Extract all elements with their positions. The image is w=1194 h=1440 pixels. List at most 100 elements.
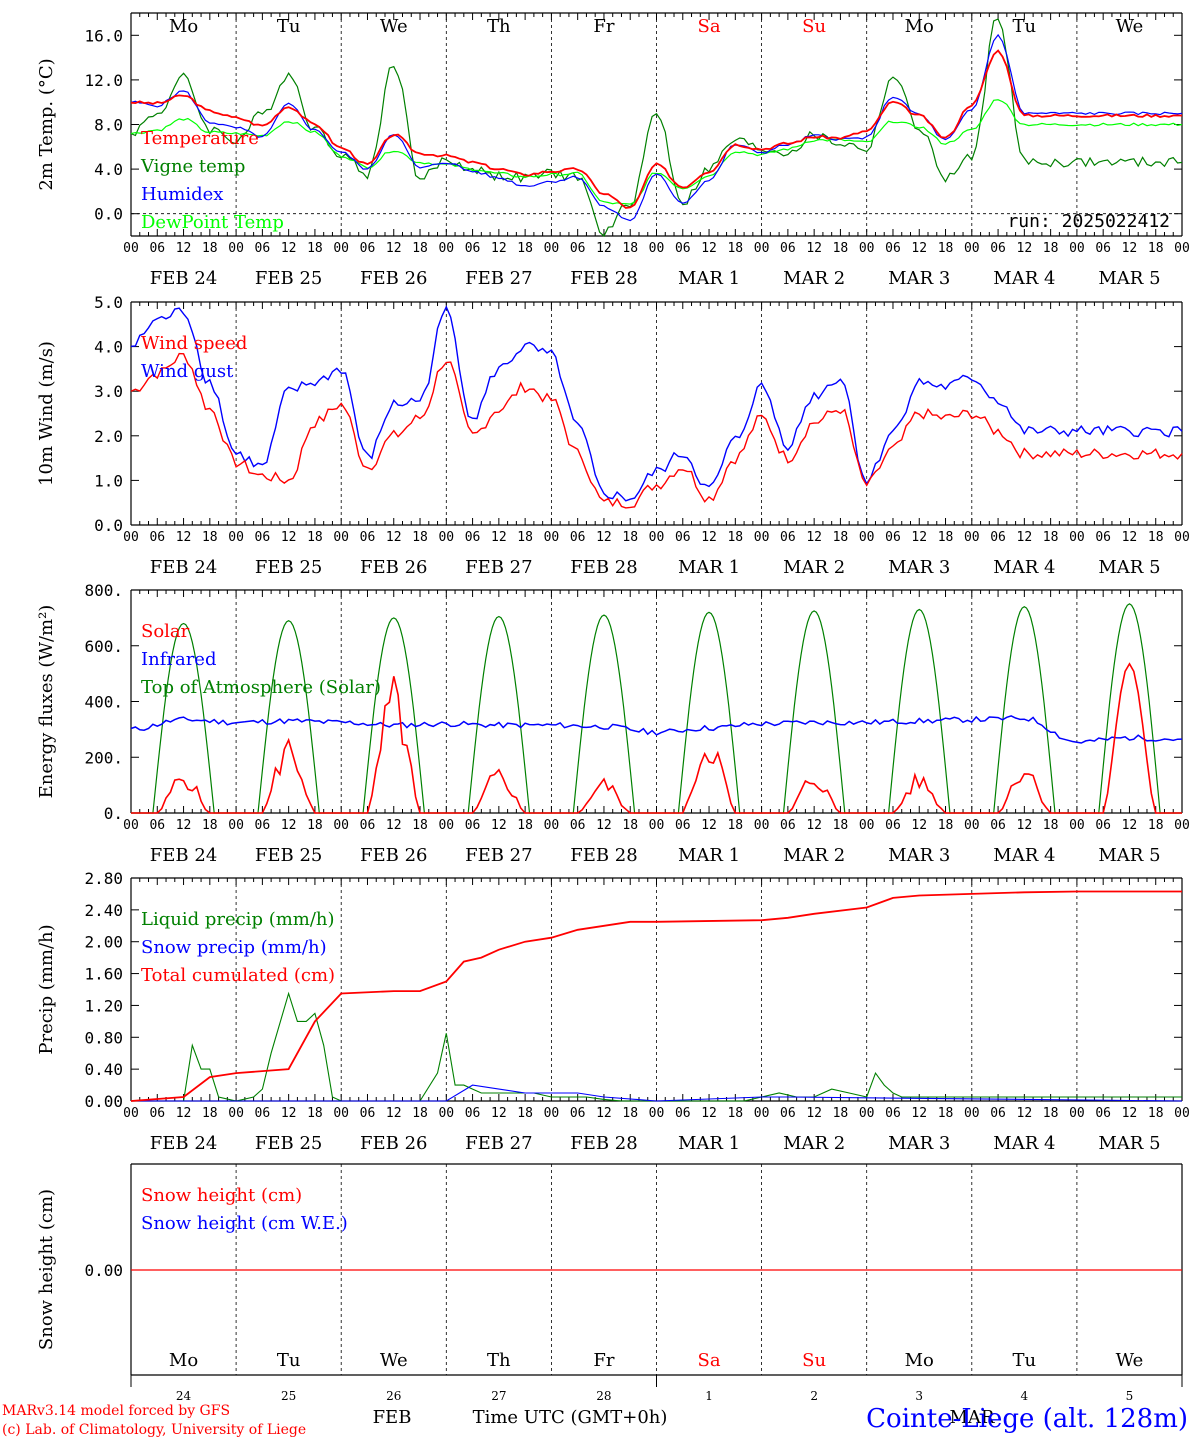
hour-tick-label: 18 [622, 530, 638, 545]
hour-tick-label: 00 [544, 241, 560, 256]
date-label: FEB 27 [465, 1133, 532, 1154]
y-tick-label: 1.0 [94, 471, 123, 490]
date-label: FEB 27 [465, 557, 532, 578]
hour-tick-label: 12 [806, 530, 822, 545]
panel-2: 00 06 12 18 00 06 12 18 00 06 12 18 00 06 12 18 00 06 12 18… [36, 293, 1190, 578]
hour-tick-label: 18 [202, 1106, 218, 1121]
date-label: MAR 3 [888, 557, 950, 578]
hour-tick-label: 12 [491, 818, 507, 833]
hour-tick-label: 00 [964, 818, 980, 833]
hour-tick-label: 12 [491, 241, 507, 256]
hour-tick-label: 06 [1095, 1106, 1111, 1121]
hour-tick-label: 06 [990, 241, 1006, 256]
hour-tick-label: 00 [1174, 1106, 1190, 1121]
day-number: 24 [176, 1389, 192, 1403]
weekday-label: We [380, 1350, 408, 1371]
hour-tick-label: 06 [675, 241, 691, 256]
hour-tick-label: 18 [517, 818, 533, 833]
y-axis-label: Snow height (cm) [36, 1189, 57, 1350]
hour-tick-label: 00 [649, 818, 665, 833]
y-tick-label: 200. [84, 748, 123, 767]
series-line-red [130, 49, 1183, 209]
hour-tick-label: 12 [806, 1106, 822, 1121]
hour-tick-label: 06 [360, 530, 376, 545]
footer: MARv3.14 model forced by GFS (c) Lab. of … [2, 1403, 1188, 1438]
day-number: 26 [386, 1389, 401, 1403]
hour-tick-label: 00 [333, 1106, 349, 1121]
hour-tick-label: 12 [596, 530, 612, 545]
date-label: MAR 2 [783, 845, 845, 866]
hour-tick-label: 12 [1122, 1106, 1138, 1121]
hour-tick-label: 06 [885, 241, 901, 256]
hour-tick-label: 00 [228, 241, 244, 256]
hour-tick-label: 18 [307, 818, 323, 833]
hour-tick-label: 12 [596, 818, 612, 833]
hour-tick-label: 18 [938, 530, 954, 545]
hour-tick-label: 00 [544, 1106, 560, 1121]
date-label: FEB 26 [360, 557, 427, 578]
hour-tick-label: 18 [833, 241, 849, 256]
date-label: FEB 26 [360, 1133, 427, 1154]
date-label: MAR 2 [783, 1133, 845, 1154]
hour-tick-label: 12 [911, 530, 927, 545]
hour-tick-label: 06 [149, 241, 165, 256]
y-tick-label: 4.0 [94, 160, 123, 179]
y-tick-label: 0.00 [84, 1092, 123, 1111]
hour-tick-label: 18 [727, 1106, 743, 1121]
station-label: Cointe-Liege (alt. 128m) [866, 1404, 1188, 1434]
hour-tick-label: 00 [123, 818, 139, 833]
hour-tick-label: 06 [570, 241, 586, 256]
hour-tick-label: 12 [491, 1106, 507, 1121]
y-tick-label: 12.0 [84, 71, 123, 90]
hour-tick-label: 06 [885, 1106, 901, 1121]
weekday-label: Mo [169, 1350, 198, 1371]
date-label: FEB 25 [255, 268, 322, 289]
hour-tick-label: 00 [438, 1106, 454, 1121]
day-number: 27 [491, 1389, 506, 1403]
hour-tick-label: 18 [412, 1106, 428, 1121]
date-label: MAR 5 [1098, 845, 1160, 866]
weekday-label: Mo [905, 1350, 934, 1371]
day-number: 25 [281, 1389, 296, 1403]
month-label-feb: FEB [373, 1407, 412, 1428]
hour-tick-label: 18 [1043, 530, 1059, 545]
hour-tick-label: 06 [465, 1106, 481, 1121]
y-tick-label: 0. [104, 804, 123, 823]
hour-tick-label: 00 [859, 530, 875, 545]
hour-tick-label: 00 [333, 530, 349, 545]
hour-tick-label: 06 [255, 241, 271, 256]
date-label: MAR 2 [783, 268, 845, 289]
date-label: MAR 5 [1098, 557, 1160, 578]
hour-tick-label: 06 [149, 818, 165, 833]
hour-tick-label: 18 [938, 1106, 954, 1121]
hour-tick-label: 06 [255, 1106, 271, 1121]
credit-line-1: MARv3.14 model forced by GFS [2, 1403, 230, 1419]
series-line-blue [130, 305, 1183, 502]
date-label: FEB 28 [570, 1133, 637, 1154]
hour-tick-label: 12 [806, 241, 822, 256]
y-tick-label: 400. [84, 693, 123, 712]
y-tick-label: 0.80 [84, 1028, 123, 1047]
run-label: run: 2025022412 [1007, 211, 1170, 232]
hour-tick-label: 00 [964, 530, 980, 545]
hour-tick-label: 12 [911, 1106, 927, 1121]
x-axis-label: Time UTC (GMT+0h) [473, 1407, 668, 1428]
date-label: FEB 25 [255, 1133, 322, 1154]
hour-tick-label: 06 [675, 530, 691, 545]
hour-tick-label: 00 [544, 818, 560, 833]
hour-tick-label: 06 [465, 818, 481, 833]
hour-tick-label: 06 [780, 818, 796, 833]
y-tick-label: 2.40 [84, 901, 123, 920]
hour-tick-label: 06 [1095, 241, 1111, 256]
hour-tick-label: 00 [1069, 1106, 1085, 1121]
hour-tick-label: 18 [307, 530, 323, 545]
legend-entry: Infrared [141, 649, 216, 670]
hour-tick-label: 12 [1017, 818, 1033, 833]
hour-tick-label: 00 [1069, 241, 1085, 256]
hour-tick-label: 00 [123, 1106, 139, 1121]
hour-tick-label: 12 [1122, 530, 1138, 545]
hour-tick-label: 06 [990, 530, 1006, 545]
weekday-label: Su [802, 16, 826, 37]
hour-tick-label: 12 [596, 1106, 612, 1121]
hour-tick-label: 18 [622, 1106, 638, 1121]
